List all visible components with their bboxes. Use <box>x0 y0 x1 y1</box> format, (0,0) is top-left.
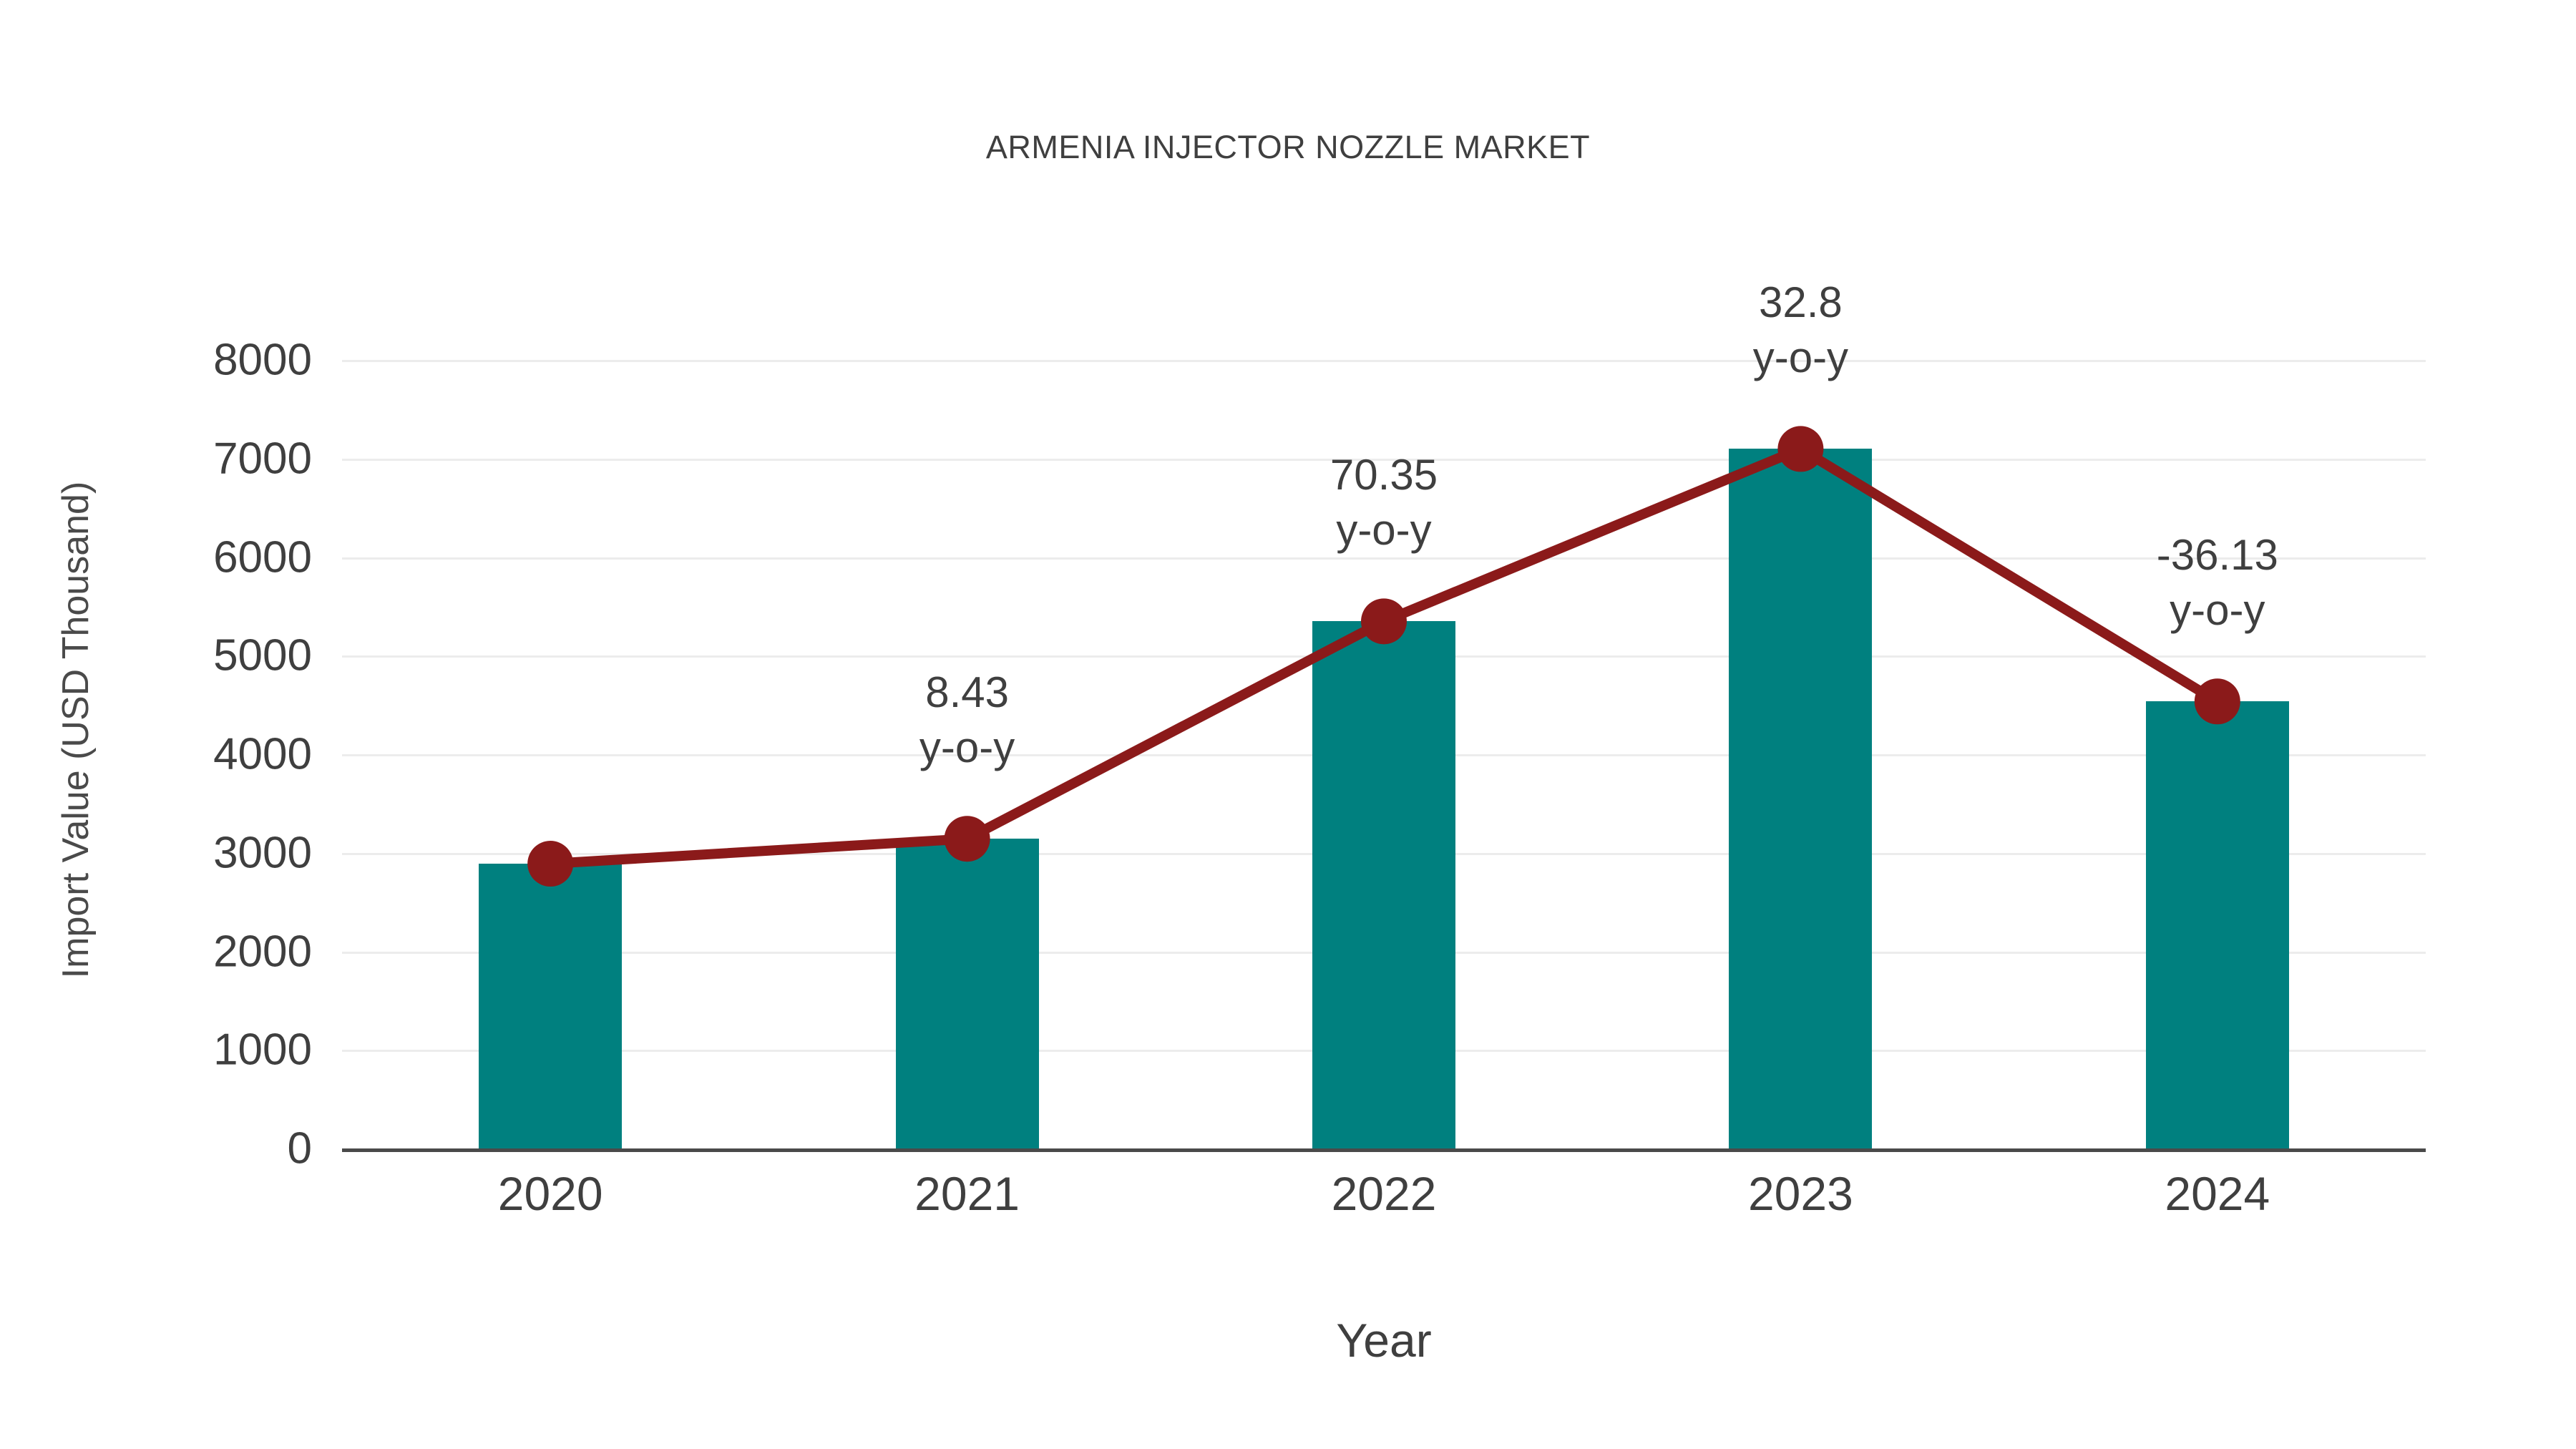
x-tick-label: 2020 <box>497 1167 603 1220</box>
x-tick-label: 2023 <box>1747 1167 1853 1220</box>
x-axis-title: Year <box>1336 1314 1432 1367</box>
data-label: 32.8 y-o-y <box>1753 275 1848 386</box>
bar[interactable] <box>1729 449 1873 1148</box>
page-title: ARMENIA INJECTOR NOZZLE MARKET <box>985 129 1591 165</box>
data-label-unit: y-o-y <box>1336 506 1432 555</box>
bar[interactable] <box>895 839 1039 1148</box>
bar[interactable] <box>2145 701 2289 1148</box>
x-tick-label: 2022 <box>1331 1167 1437 1220</box>
data-label: 70.35 y-o-y <box>1330 448 1438 558</box>
gridline <box>342 1148 2426 1152</box>
data-label-unit: y-o-y <box>1752 333 1849 382</box>
data-label: 8.43 y-o-y <box>919 665 1015 776</box>
bar[interactable] <box>1312 621 1455 1148</box>
x-tick-label: 2021 <box>914 1167 1020 1220</box>
y-tick-label: 3000 <box>213 828 312 878</box>
y-tick-label: 5000 <box>213 630 312 680</box>
data-label-value: 70.35 <box>1330 451 1438 499</box>
data-label-unit: y-o-y <box>2170 586 2265 635</box>
gridline <box>342 360 2426 362</box>
y-tick-label: 1000 <box>213 1025 312 1075</box>
y-tick-label: 8000 <box>213 335 312 385</box>
bar[interactable] <box>479 864 623 1148</box>
y-tick-label: 2000 <box>213 927 312 976</box>
y-tick-label: 7000 <box>213 434 312 484</box>
y-tick-label: 6000 <box>213 532 312 582</box>
data-label-value: 32.8 <box>1759 278 1843 327</box>
y-tick-label: 0 <box>287 1123 312 1174</box>
data-label-unit: y-o-y <box>919 723 1015 771</box>
x-tick-label: 2024 <box>2165 1167 2270 1220</box>
data-label-value: -36.13 <box>2156 531 2278 580</box>
y-tick-label: 4000 <box>213 729 312 779</box>
data-label: -36.13 y-o-y <box>2157 528 2278 638</box>
data-label-value: 8.43 <box>925 668 1009 717</box>
